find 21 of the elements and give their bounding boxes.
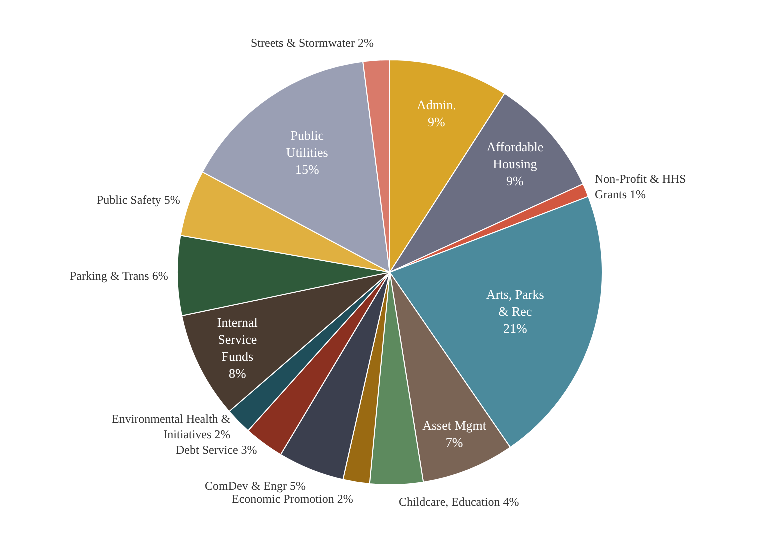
data-label: 9% (428, 114, 446, 130)
slice-label: Public Utilities (286, 128, 328, 160)
data-label: 8% (228, 366, 246, 381)
slice-label: Parking & Trans 6% (70, 269, 168, 283)
slice-label: Internal Service Funds (217, 315, 258, 364)
slice-label: ComDev & Engr 5% (205, 479, 306, 493)
slice-label: Economic Promotion 2% (232, 492, 354, 506)
slice-label: Asset Mgmt (422, 418, 487, 434)
slice-label: Debt Service 3% (176, 443, 258, 457)
slice-label: Public Safety 5% (97, 193, 180, 207)
slice-label: Childcare, Education 4% (399, 495, 520, 509)
slice-label: Admin. (417, 97, 456, 112)
slice-label: Affordable Housing (486, 140, 544, 172)
slice-label: Streets & Stormwater 2% (251, 36, 374, 50)
data-label: 7% (446, 435, 464, 450)
data-label: 21% (503, 320, 528, 336)
slice-label: Arts, Parks & Rec (486, 287, 544, 319)
data-label: 9% (506, 173, 524, 188)
slice-label: Environmental Health & Initiatives 2% (112, 412, 232, 442)
data-label: 15% (295, 162, 320, 177)
slice-label: Non-Profit & HHS Grants 1% (595, 172, 686, 202)
